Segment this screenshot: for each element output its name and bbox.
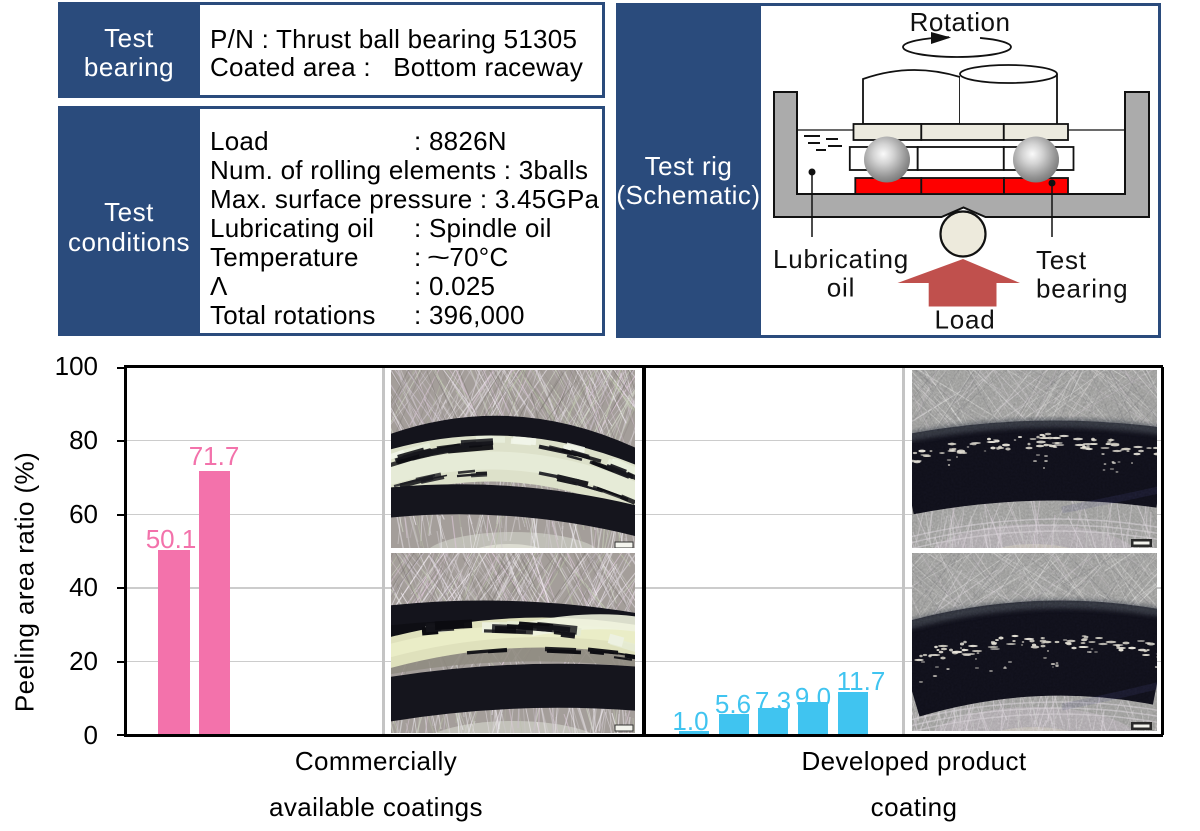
- svg-text:Lubricating: Lubricating: [773, 244, 909, 274]
- svg-text:oil: oil: [827, 273, 855, 303]
- svg-text:Load: Load: [934, 305, 995, 335]
- svg-text:bearing: bearing: [1036, 274, 1128, 304]
- svg-text:Rotation: Rotation: [910, 7, 1011, 37]
- svg-text:Test: Test: [1036, 245, 1087, 275]
